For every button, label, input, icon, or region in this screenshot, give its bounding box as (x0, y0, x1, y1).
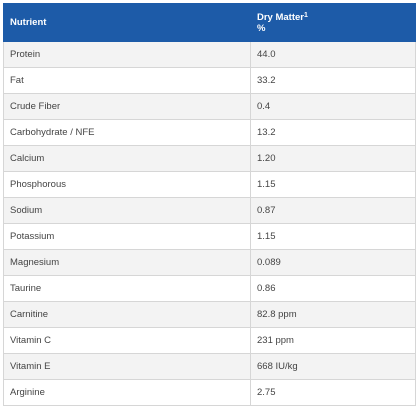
value-cell: 33.2 (250, 67, 416, 94)
table-row: Calcium 1.20 (3, 145, 416, 172)
nutrient-cell: Vitamin E (3, 353, 251, 380)
value-cell: 1.15 (250, 171, 416, 198)
table-row: Sodium 0.87 (3, 197, 416, 224)
nutrient-cell: Taurine (3, 275, 251, 302)
header-text: Nutrient (10, 17, 47, 28)
value-cell: 44.0 (250, 41, 416, 68)
nutrient-cell: Carnitine (3, 301, 251, 328)
value-cell: 2.75 (250, 379, 416, 406)
header-cell: Nutrient (3, 3, 251, 42)
header-unit: % (257, 22, 266, 34)
nutrient-cell: Crude Fiber (3, 93, 251, 120)
table-row: Fat 33.2 (3, 67, 416, 94)
value-cell: 231 ppm (250, 327, 416, 354)
table-row: Magnesium 0.089 (3, 249, 416, 276)
nutrient-cell: Phosphorous (3, 171, 251, 198)
nutrient-table: Nutrient Dry Matter1% Protein 44.0 Fat 33.2… (3, 3, 416, 406)
nutrient-cell: Sodium (3, 197, 251, 224)
nutrient-cell: Vitamin C (3, 327, 251, 354)
table-row: Potassium 1.15 (3, 223, 416, 250)
table-header: Nutrient Dry Matter1% (3, 3, 416, 42)
value-cell: 668 IU/kg (250, 353, 416, 380)
nutrient-cell: Carbohydrate / NFE (3, 119, 251, 146)
table-row: Carbohydrate / NFE 13.2 (3, 119, 416, 146)
nutrient-cell: Calcium (3, 145, 251, 172)
table-row: Vitamin E 668 IU/kg (3, 353, 416, 380)
value-cell: 82.8 ppm (250, 301, 416, 328)
table-row: Taurine 0.86 (3, 275, 416, 302)
nutrient-cell: Arginine (3, 379, 251, 406)
table-row: Arginine 2.75 (3, 379, 416, 406)
footnote-mark: 1 (304, 11, 308, 19)
value-cell: 1.15 (250, 223, 416, 250)
value-cell: 0.089 (250, 249, 416, 276)
nutrient-cell: Protein (3, 41, 251, 68)
value-cell: 0.86 (250, 275, 416, 302)
table-row: Vitamin C 231 ppm (3, 327, 416, 354)
value-cell: 0.4 (250, 93, 416, 120)
header-row: Nutrient Dry Matter1% (3, 3, 416, 42)
value-cell: 13.2 (250, 119, 416, 146)
header-cell: Dry Matter1% (250, 3, 416, 42)
value-cell: 0.87 (250, 197, 416, 224)
table-row: Crude Fiber 0.4 (3, 93, 416, 120)
nutrient-cell: Fat (3, 67, 251, 94)
table-row: Carnitine 82.8 ppm (3, 301, 416, 328)
table-body: Protein 44.0 Fat 33.2 Crude Fiber 0.4 Carbohyd… (3, 41, 416, 406)
nutrient-cell: Magnesium (3, 249, 251, 276)
value-cell: 1.20 (250, 145, 416, 172)
table-row: Phosphorous 1.15 (3, 171, 416, 198)
table-row: Protein 44.0 (3, 41, 416, 68)
header-text: Dry Matter (257, 11, 304, 23)
nutrient-cell: Potassium (3, 223, 251, 250)
